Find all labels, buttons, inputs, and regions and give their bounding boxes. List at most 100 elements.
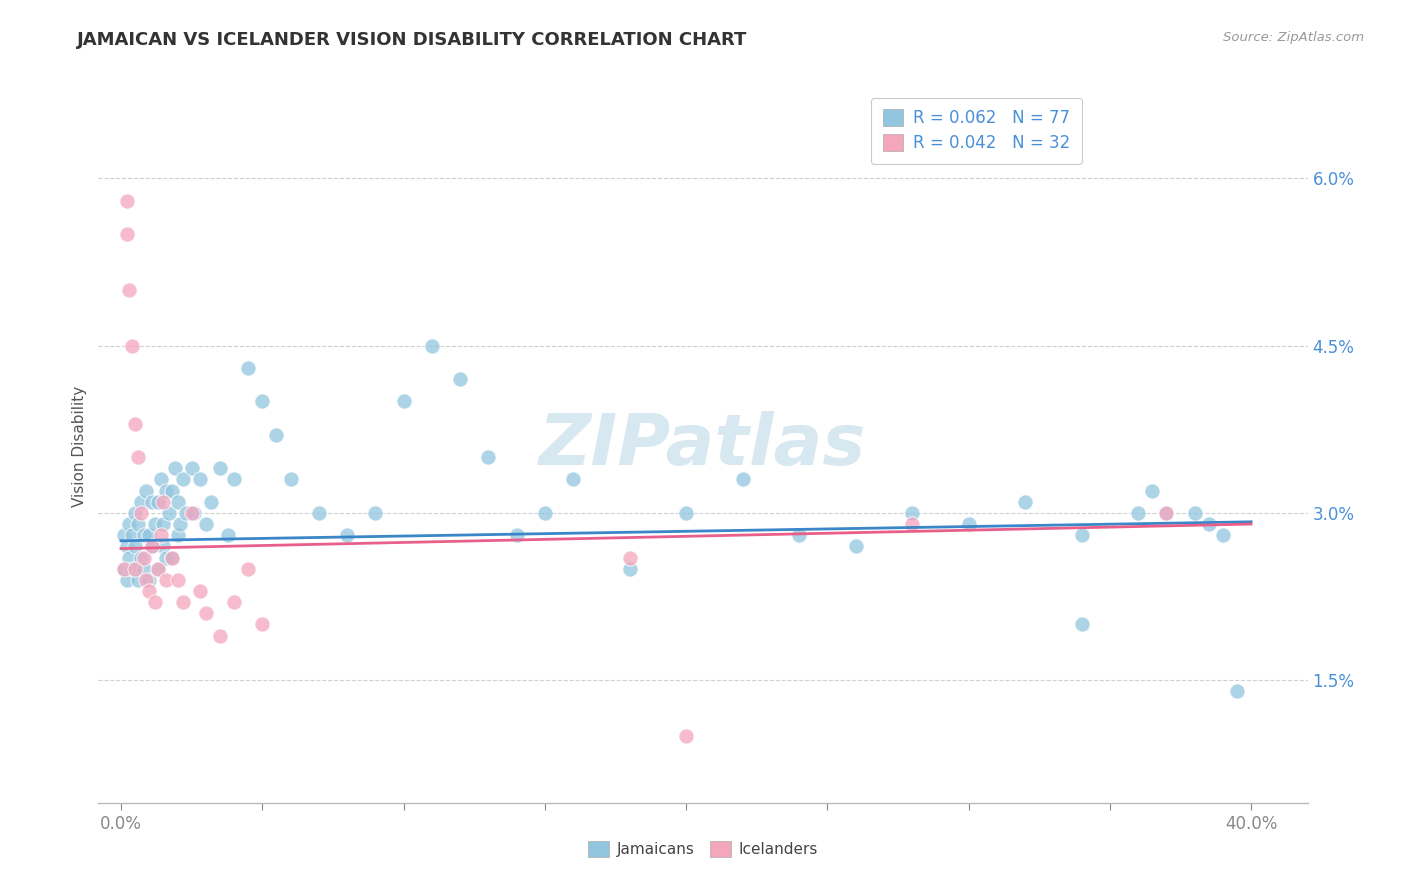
Point [562,472,585,486]
Point [121,528,143,542]
Point [364,506,387,520]
Point [112,562,135,576]
Point [112,528,135,542]
Point [222,595,245,609]
Point [477,450,499,464]
Point [252,394,274,409]
Point [160,483,183,498]
Point [208,628,231,642]
Point [149,528,172,542]
Point [155,483,177,498]
Point [124,506,146,520]
Point [129,494,152,508]
Point [166,573,188,587]
Point [132,562,155,576]
Point [169,516,191,531]
Point [127,516,149,531]
Point [619,562,641,576]
Point [533,506,555,520]
Point [174,506,197,520]
Point [1126,506,1149,520]
Text: JAMAICAN VS ICELANDER VISION DISABILITY CORRELATION CHART: JAMAICAN VS ICELANDER VISION DISABILITY … [77,31,748,49]
Point [172,472,194,486]
Point [115,227,138,241]
Point [155,550,177,565]
Point [135,483,157,498]
Y-axis label: Vision Disability: Vision Disability [72,385,87,507]
Point [141,539,163,553]
Point [160,550,183,565]
Point [845,539,868,553]
Point [143,516,166,531]
Point [157,506,180,520]
Point [1212,528,1234,542]
Point [129,506,152,520]
Point [149,472,172,486]
Point [146,562,169,576]
Point [208,461,231,475]
Point [152,539,174,553]
Point [121,562,143,576]
Point [138,573,160,587]
Point [787,528,810,542]
Point [118,516,141,531]
Point [266,427,288,442]
Point [505,528,527,542]
Point [188,583,211,598]
Point [675,729,697,743]
Point [180,461,202,475]
Point [420,338,443,352]
Text: ZIPatlas: ZIPatlas [540,411,866,481]
Point [336,528,359,542]
Point [194,607,217,621]
Legend: Jamaicans, Icelanders: Jamaicans, Icelanders [582,835,824,863]
Point [127,573,149,587]
Point [200,494,222,508]
Point [675,506,697,520]
Point [308,506,330,520]
Point [129,550,152,565]
Point [901,506,924,520]
Point [901,516,924,531]
Point [392,394,415,409]
Point [124,562,146,576]
Point [194,516,217,531]
Point [138,583,160,598]
Point [112,562,135,576]
Point [222,472,245,486]
Point [115,194,138,208]
Point [132,528,155,542]
Point [1226,684,1249,698]
Point [160,550,183,565]
Point [141,539,163,553]
Point [1198,516,1220,531]
Point [143,595,166,609]
Point [731,472,754,486]
Point [152,494,174,508]
Point [118,283,141,297]
Point [252,617,274,632]
Point [163,461,186,475]
Point [166,528,188,542]
Point [115,573,138,587]
Point [172,595,194,609]
Point [115,539,138,553]
Point [152,516,174,531]
Point [180,506,202,520]
Point [957,516,980,531]
Point [1184,506,1206,520]
Point [124,539,146,553]
Point [619,550,641,565]
Point [118,550,141,565]
Point [132,550,155,565]
Point [1070,528,1092,542]
Point [138,528,160,542]
Point [146,562,169,576]
Point [236,361,259,376]
Point [1140,483,1163,498]
Point [155,573,177,587]
Point [1156,506,1178,520]
Point [1070,617,1092,632]
Point [127,450,149,464]
Point [449,372,471,386]
